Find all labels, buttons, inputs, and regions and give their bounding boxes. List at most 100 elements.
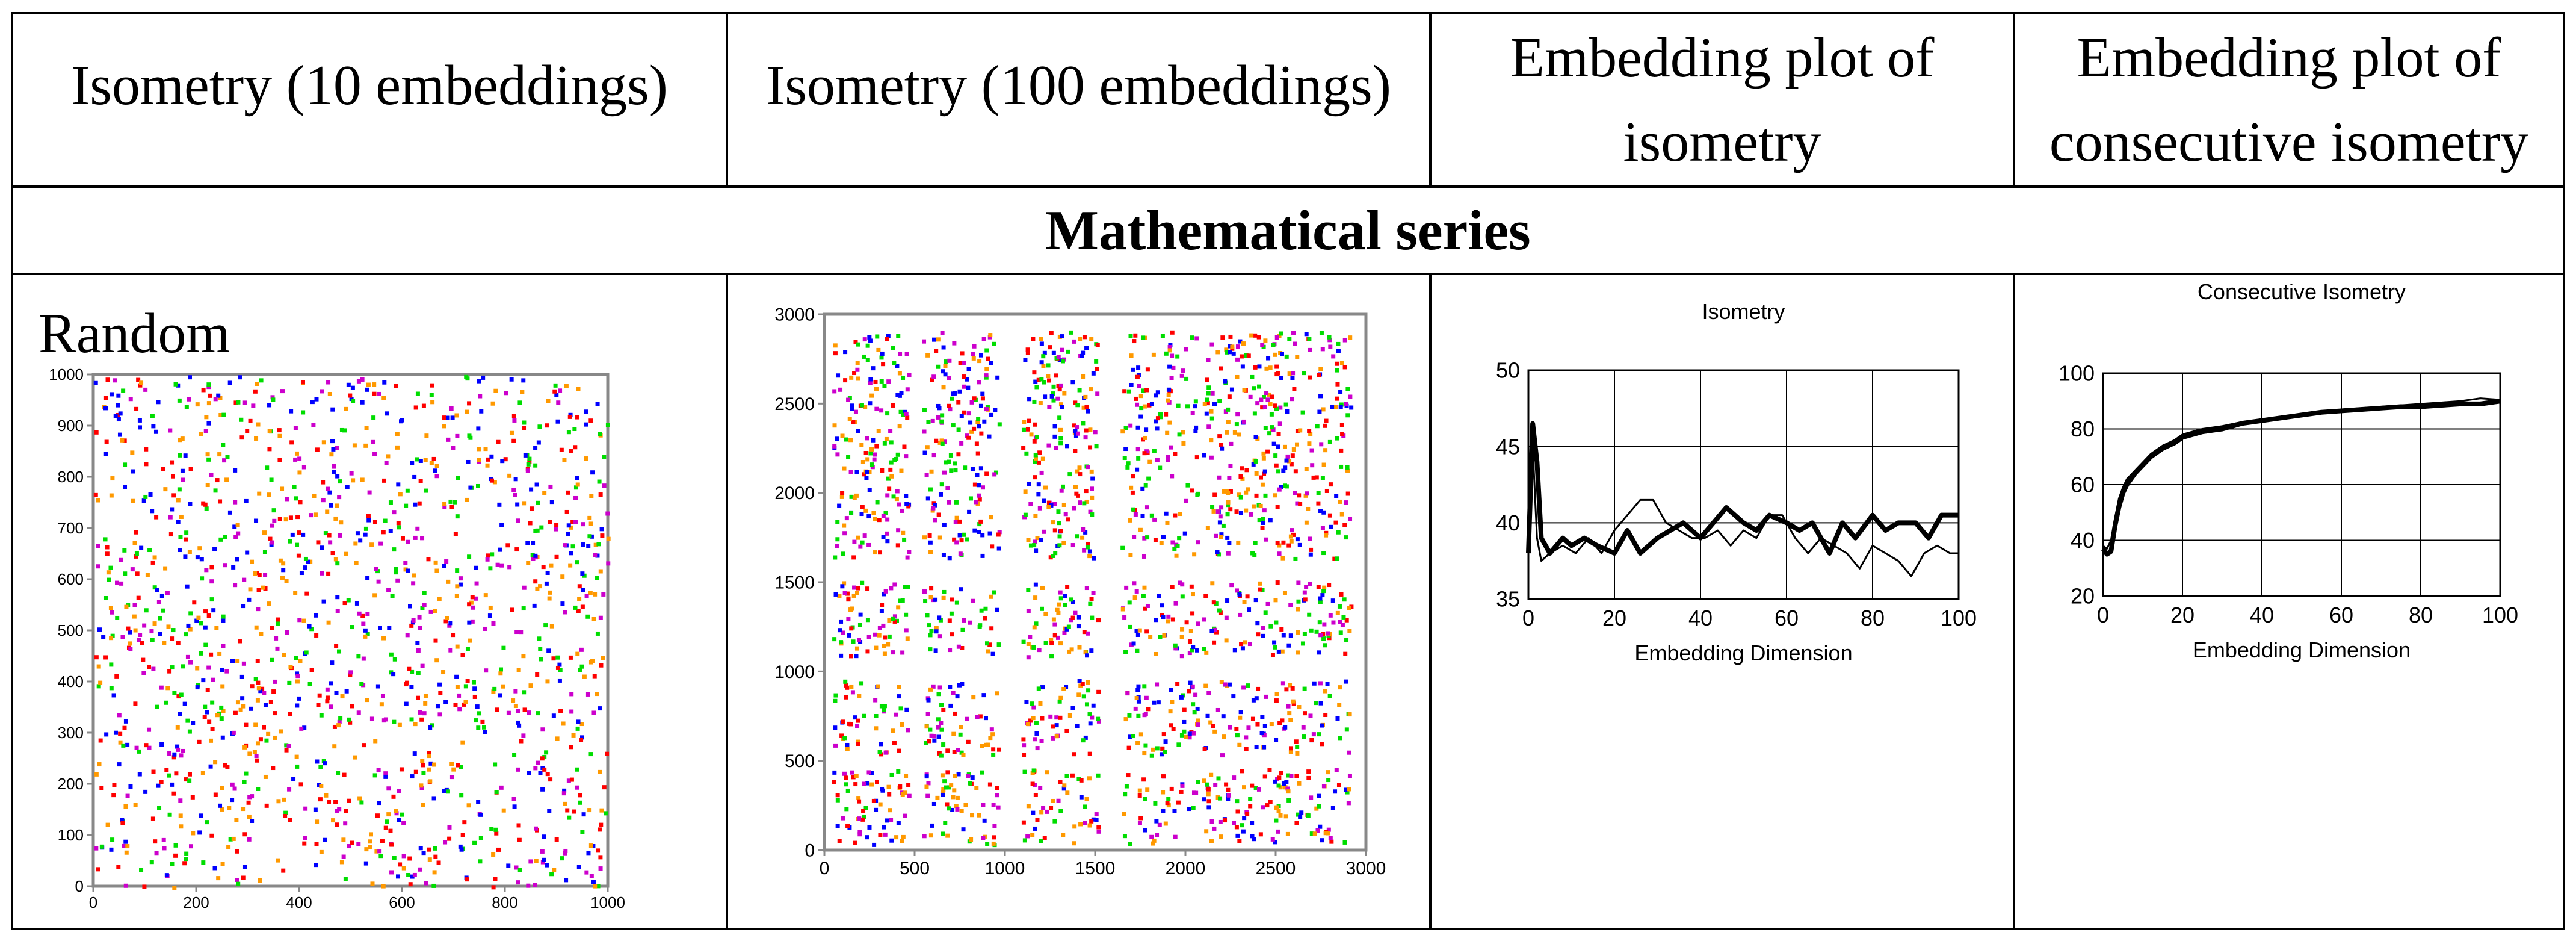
data-point xyxy=(522,420,527,425)
data-point xyxy=(314,633,319,638)
data-point xyxy=(271,508,276,513)
chart-title: Consecutive Isometry xyxy=(2198,279,2406,304)
data-point xyxy=(516,518,520,523)
data-point xyxy=(1296,630,1300,635)
data-point xyxy=(945,485,950,490)
data-point xyxy=(1234,727,1239,731)
data-point xyxy=(836,373,841,378)
data-point xyxy=(359,682,364,686)
data-point xyxy=(958,732,963,737)
data-point xyxy=(1284,458,1289,463)
data-point xyxy=(1083,650,1088,655)
data-point xyxy=(406,568,410,573)
data-point xyxy=(512,418,517,423)
data-point xyxy=(589,534,594,539)
data-point xyxy=(1151,747,1155,752)
data-point xyxy=(904,502,909,506)
data-point xyxy=(1169,376,1174,380)
data-point xyxy=(983,716,988,721)
data-point xyxy=(870,465,875,470)
data-point xyxy=(230,782,235,787)
data-point xyxy=(1326,778,1331,783)
data-point xyxy=(835,452,840,457)
data-point xyxy=(1142,536,1147,541)
data-point xyxy=(184,777,188,782)
data-point xyxy=(326,620,331,625)
data-point xyxy=(1226,500,1231,505)
data-point xyxy=(1033,582,1038,587)
data-point xyxy=(1321,551,1326,556)
data-point xyxy=(354,601,359,606)
data-point xyxy=(927,739,931,744)
data-point xyxy=(968,781,972,786)
data-point xyxy=(931,684,936,689)
data-point xyxy=(1088,601,1093,606)
data-point xyxy=(1344,535,1348,540)
data-point xyxy=(213,792,218,797)
data-point xyxy=(505,543,510,548)
data-point xyxy=(1075,425,1080,430)
y-tick-label: 2500 xyxy=(774,394,815,414)
data-point xyxy=(885,517,890,522)
data-point xyxy=(1127,600,1132,605)
data-point xyxy=(853,409,858,414)
x-tick-label: 0 xyxy=(1522,606,1534,630)
data-point xyxy=(1025,427,1030,432)
data-point xyxy=(1089,819,1094,824)
data-point xyxy=(1320,526,1325,530)
data-point xyxy=(1228,344,1232,349)
data-point xyxy=(521,654,526,659)
data-point xyxy=(1246,683,1250,688)
data-point xyxy=(1036,686,1041,691)
data-point xyxy=(922,408,927,412)
data-point xyxy=(955,694,960,699)
data-point xyxy=(527,456,532,461)
data-point xyxy=(841,551,845,556)
data-point xyxy=(363,532,368,537)
data-point xyxy=(863,405,868,409)
data-point xyxy=(342,428,347,433)
data-point xyxy=(575,651,580,656)
data-point xyxy=(866,770,871,775)
data-point xyxy=(1284,780,1289,784)
data-point xyxy=(980,396,985,401)
data-point xyxy=(1222,734,1226,739)
data-point xyxy=(219,716,224,721)
data-point xyxy=(1287,711,1292,716)
data-point xyxy=(1308,582,1312,586)
data-point xyxy=(566,531,570,536)
data-point xyxy=(1146,707,1151,712)
data-point xyxy=(157,806,162,810)
data-point xyxy=(445,616,449,621)
data-point xyxy=(499,667,504,672)
data-point xyxy=(928,633,933,638)
data-point xyxy=(1220,446,1225,451)
data-point xyxy=(1023,489,1028,494)
data-point xyxy=(472,686,477,691)
y-tick-label: 400 xyxy=(58,672,84,691)
data-point xyxy=(111,793,116,798)
data-point xyxy=(992,835,996,840)
data-point xyxy=(458,576,463,581)
data-point xyxy=(1062,391,1067,396)
data-point xyxy=(159,685,164,690)
data-point xyxy=(201,388,206,393)
data-point xyxy=(1026,641,1031,646)
data-point xyxy=(833,743,838,748)
data-point xyxy=(199,557,204,562)
data-point xyxy=(576,609,581,613)
data-point xyxy=(1247,642,1252,647)
data-point xyxy=(1280,556,1285,561)
data-point xyxy=(181,748,185,753)
data-point xyxy=(495,562,500,567)
data-point xyxy=(850,403,854,408)
data-point xyxy=(588,418,593,423)
data-point xyxy=(209,738,214,743)
x-tick-label: 2500 xyxy=(1256,859,1296,878)
data-point xyxy=(576,387,581,391)
data-point xyxy=(218,537,223,542)
data-point xyxy=(389,870,394,875)
data-point xyxy=(1129,485,1134,490)
data-point xyxy=(953,774,957,778)
data-point xyxy=(281,568,286,573)
